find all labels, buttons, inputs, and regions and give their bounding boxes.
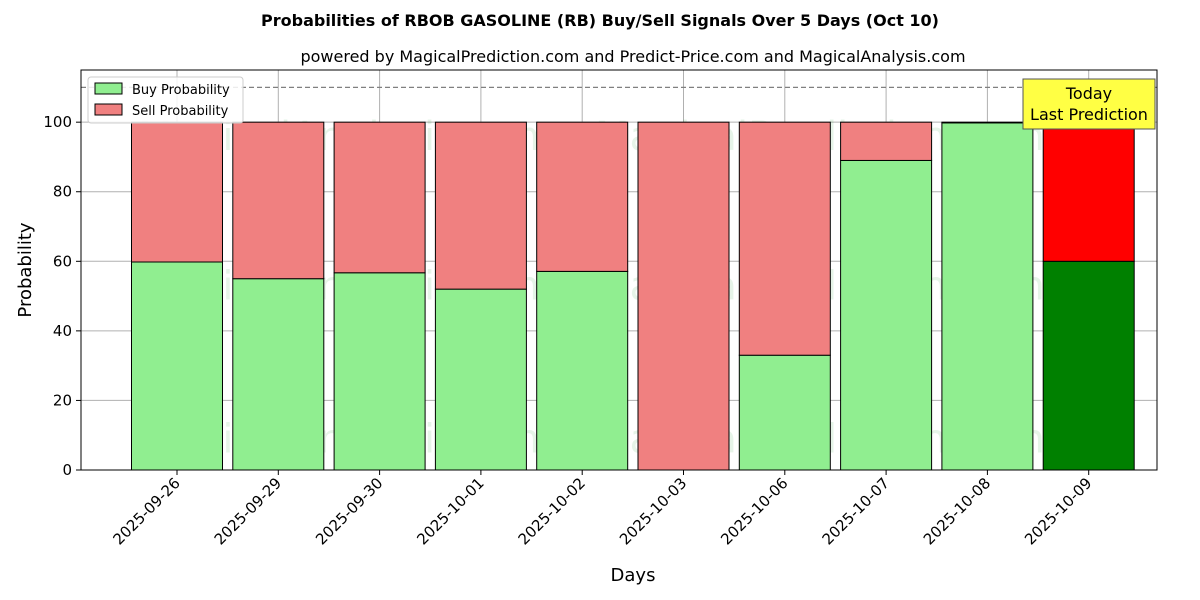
bar-buy-2025-10-01 — [434, 288, 527, 471]
x-tick-label-2025-10-02: 2025-10-02 — [515, 474, 589, 548]
legend-label-sell: Sell Probability — [132, 104, 229, 119]
bar-sell-2025-10-03 — [637, 121, 730, 471]
bar-sell-2025-10-02 — [536, 121, 629, 272]
y-tick-label-20: 20 — [53, 391, 72, 409]
today-annotation: Today Last Prediction — [1022, 78, 1156, 130]
y-axis-label: Probability — [15, 222, 36, 317]
x-tick-label-2025-09-30: 2025-09-30 — [312, 474, 386, 548]
bar-buy-2025-10-02 — [536, 270, 629, 471]
bar-buy-2025-10-09 — [1042, 260, 1135, 471]
x-axis-label: Days — [611, 565, 656, 586]
x-tick-label-2025-10-01: 2025-10-01 — [413, 474, 487, 548]
legend-swatch-sell — [94, 103, 123, 116]
bar-sell-2025-10-01 — [434, 121, 527, 290]
x-tick-label-2025-10-09: 2025-10-09 — [1021, 474, 1095, 548]
legend: Buy Probability Sell Probability — [87, 76, 244, 124]
x-tick-label-2025-10-03: 2025-10-03 — [616, 474, 690, 548]
x-tick-label-2025-10-06: 2025-10-06 — [717, 474, 791, 548]
bar-sell-2025-10-09 — [1042, 121, 1135, 262]
bars — [131, 121, 1135, 471]
x-axis-ticks: 2025-09-26 2025-09-29 2025-09-30 2025-10-01… — [109, 470, 1096, 548]
annotation-box — [1022, 78, 1156, 130]
y-tick-label-60: 60 — [53, 252, 72, 270]
y-tick-label-100: 100 — [43, 113, 72, 131]
bar-sell-2025-10-06 — [738, 121, 831, 356]
bar-buy-2025-09-29 — [232, 278, 325, 471]
bar-sell-2025-09-26 — [131, 121, 223, 263]
bar-sell-2025-10-07 — [840, 121, 933, 161]
y-tick-label-0: 0 — [62, 461, 72, 479]
y-tick-label-40: 40 — [53, 322, 72, 340]
legend-swatch-buy — [94, 82, 123, 95]
legend-box — [87, 76, 244, 124]
y-tick-label-80: 80 — [53, 183, 72, 201]
x-tick-label-2025-10-07: 2025-10-07 — [819, 474, 893, 548]
bar-sell-2025-09-29 — [232, 121, 325, 280]
chart-subtitle: powered by MagicalPrediction.com and Pre… — [300, 47, 965, 66]
bar-buy-2025-10-08 — [941, 122, 1034, 471]
bar-buy-2025-10-07 — [840, 159, 933, 471]
x-tick-label-2025-09-26: 2025-09-26 — [109, 474, 183, 548]
bar-buy-2025-09-26 — [131, 261, 223, 471]
bar-buy-2025-10-06 — [738, 354, 831, 471]
y-axis-ticks: 0 20 40 60 80 100 — [43, 113, 81, 479]
x-tick-label-2025-09-29: 2025-09-29 — [211, 474, 285, 548]
bar-buy-2025-09-30 — [333, 272, 426, 471]
bar-sell-2025-10-08 — [941, 121, 1034, 124]
plot-frame — [80, 69, 1158, 471]
chart-title: Probabilities of RBOB GASOLINE (RB) Buy/… — [261, 11, 939, 30]
annotation-today: Today — [1065, 84, 1112, 103]
x-tick-label-2025-10-08: 2025-10-08 — [920, 474, 994, 548]
bar-sell-2025-09-30 — [333, 121, 426, 274]
legend-label-buy: Buy Probability — [132, 83, 230, 98]
annotation-last-prediction: Last Prediction — [1030, 105, 1148, 124]
